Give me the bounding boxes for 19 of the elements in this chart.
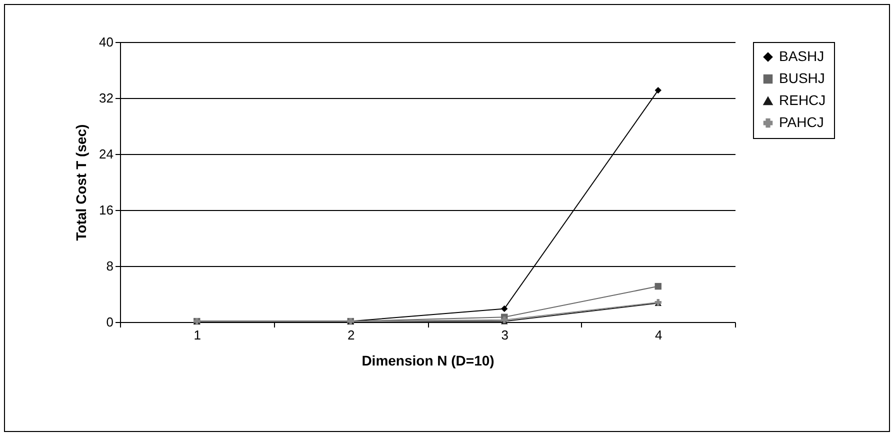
y-axis-title: Total Cost T (sec) bbox=[73, 124, 90, 241]
y-tick-label: 8 bbox=[106, 258, 114, 274]
y-tick-label: 0 bbox=[106, 314, 114, 330]
legend-label: BASHJ bbox=[779, 48, 824, 64]
x-tick-label: 2 bbox=[348, 328, 355, 342]
x-tick-label: 4 bbox=[655, 328, 662, 342]
legend-label: PAHCJ bbox=[779, 114, 824, 130]
y-tick-label: 16 bbox=[99, 202, 114, 218]
x-tick-label: 1 bbox=[194, 328, 201, 342]
point bbox=[654, 86, 662, 94]
x-tick-label: 3 bbox=[501, 328, 508, 342]
y-tick-label: 40 bbox=[99, 34, 114, 50]
point bbox=[654, 282, 662, 290]
legend-label: BUSHJ bbox=[779, 70, 825, 86]
x-axis-title: Dimension N (D=10) bbox=[362, 352, 494, 368]
point bbox=[501, 305, 508, 312]
legend-label: REHCJ bbox=[779, 92, 826, 108]
y-tick-label: 32 bbox=[99, 90, 114, 106]
y-tick-label: 24 bbox=[99, 146, 114, 162]
